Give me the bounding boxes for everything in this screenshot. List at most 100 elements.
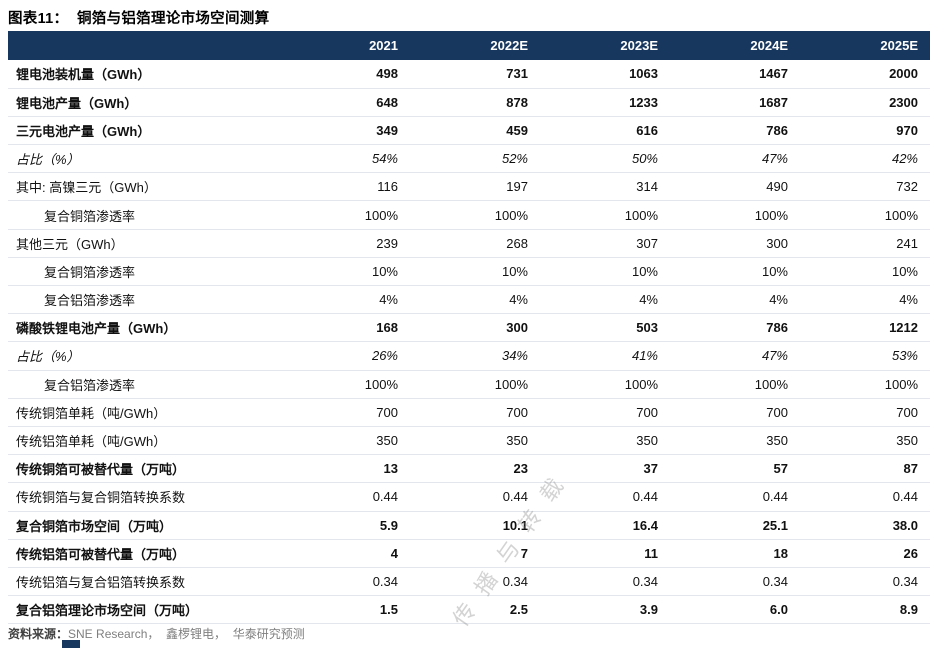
cell-value: 7 (410, 539, 540, 568)
header-col-2024E: 2024E (670, 31, 800, 60)
cell-value: 1212 (800, 313, 930, 343)
cell-value: 38.0 (800, 511, 930, 540)
table-row: 磷酸铁锂电池产量（GWh） 168 300 503 786 1212 (8, 313, 930, 343)
cell-value: 8.9 (800, 595, 930, 625)
cell-value: 10% (410, 257, 540, 287)
row-label: 锂电池装机量（GWh） (8, 60, 280, 89)
header-col-2025E: 2025E (800, 31, 930, 60)
cell-value: 0.44 (800, 482, 930, 512)
cell-value: 307 (540, 229, 670, 258)
table-row: 占比（%） 26% 34% 41% 47% 53% (8, 341, 930, 371)
table-row: 锂电池产量（GWh） 648 878 1233 1687 2300 (8, 88, 930, 117)
table-row: 传统铜箔单耗（吨/GWh） 700 700 700 700 700 (8, 398, 930, 427)
cell-value: 1063 (540, 60, 670, 89)
table-row: 传统铝箔可被替代量（万吨） 4 7 11 18 26 (8, 539, 930, 568)
header-col-2023E: 2023E (540, 31, 670, 60)
row-label: 传统铝箔与复合铝箔转换系数 (8, 567, 280, 597)
row-label: 传统铝箔可被替代量（万吨） (8, 539, 280, 568)
cell-value: 490 (670, 172, 800, 202)
cell-value: 100% (800, 200, 930, 230)
row-label: 复合铝箔理论市场空间（万吨） (8, 595, 280, 625)
row-label: 占比（%） (8, 341, 280, 371)
table-row: 传统铜箔与复合铜箔转换系数 0.44 0.44 0.44 0.44 0.44 (8, 482, 930, 512)
cell-value: 0.44 (410, 482, 540, 512)
row-label: 传统铜箔与复合铜箔转换系数 (8, 482, 280, 512)
cell-value: 26% (280, 341, 410, 371)
cell-value: 0.34 (800, 567, 930, 597)
cell-value: 786 (670, 116, 800, 146)
cell-value: 0.44 (280, 482, 410, 512)
cell-value: 53% (800, 341, 930, 371)
cell-value: 47% (670, 144, 800, 174)
cell-value: 16.4 (540, 511, 670, 540)
cell-value: 498 (280, 60, 410, 89)
cell-value: 4% (410, 285, 540, 315)
source-label: 资料来源： (8, 627, 69, 641)
cell-value: 10% (670, 257, 800, 287)
table-row: 复合铝箔理论市场空间（万吨） 1.5 2.5 3.9 6.0 8.9 (8, 595, 930, 625)
cell-value: 503 (540, 313, 670, 343)
table-row: 复合铝箔渗透率 100% 100% 100% 100% 100% (8, 370, 930, 399)
cell-value: 10% (280, 257, 410, 287)
cell-value: 700 (670, 398, 800, 427)
cell-value: 87 (800, 454, 930, 484)
cell-value: 54% (280, 144, 410, 174)
cell-value: 350 (280, 426, 410, 456)
cell-value: 0.44 (540, 482, 670, 512)
cell-value: 4% (800, 285, 930, 315)
table-row: 传统铝箔与复合铝箔转换系数 0.34 0.34 0.34 0.34 0.34 (8, 567, 930, 597)
cell-value: 52% (410, 144, 540, 174)
source-note: 资料来源：SNE Research， 鑫椤锂电， 华泰研究预测 (8, 625, 305, 642)
figure-title: 图表11： 铜箔与铝箔理论市场空间测算 (8, 11, 270, 27)
cell-value: 100% (670, 370, 800, 399)
bottom-left-bar (62, 640, 80, 648)
cell-value: 700 (410, 398, 540, 427)
cell-value: 241 (800, 229, 930, 258)
table-row: 复合铜箔渗透率 100% 100% 100% 100% 100% (8, 200, 930, 230)
cell-value: 0.34 (670, 567, 800, 597)
cell-value: 41% (540, 341, 670, 371)
cell-value: 350 (800, 426, 930, 456)
cell-value: 25.1 (670, 511, 800, 540)
header-col-2022E: 2022E (410, 31, 540, 60)
cell-value: 1.5 (280, 595, 410, 625)
cell-value: 197 (410, 172, 540, 202)
table-row: 其他三元（GWh） 239 268 307 300 241 (8, 229, 930, 258)
row-label: 复合铝箔渗透率 (8, 370, 280, 399)
table-row: 传统铝箔单耗（吨/GWh） 350 350 350 350 350 (8, 426, 930, 456)
row-label: 其他三元（GWh） (8, 229, 280, 258)
cell-value: 1233 (540, 88, 670, 117)
cell-value: 116 (280, 172, 410, 202)
row-label: 复合铝箔渗透率 (8, 285, 280, 315)
cell-value: 42% (800, 144, 930, 174)
table-row: 复合铝箔渗透率 4% 4% 4% 4% 4% (8, 285, 930, 315)
cell-value: 5.9 (280, 511, 410, 540)
cell-value: 168 (280, 313, 410, 343)
cell-value: 23 (410, 454, 540, 484)
cell-value: 349 (280, 116, 410, 146)
table-row: 传统铜箔可被替代量（万吨） 13 23 37 57 87 (8, 454, 930, 484)
cell-value: 2300 (800, 88, 930, 117)
row-label: 传统铜箔可被替代量（万吨） (8, 454, 280, 484)
table-row: 其中: 高镍三元（GWh） 116 197 314 490 732 (8, 172, 930, 202)
table-row: 三元电池产量（GWh） 349 459 616 786 970 (8, 116, 930, 146)
cell-value: 300 (670, 229, 800, 258)
cell-value: 3.9 (540, 595, 670, 625)
cell-value: 100% (670, 200, 800, 230)
table-header-row: 2021 2022E 2023E 2024E 2025E (8, 31, 930, 60)
cell-value: 300 (410, 313, 540, 343)
cell-value: 786 (670, 313, 800, 343)
cell-value: 0.34 (410, 567, 540, 597)
row-label: 磷酸铁锂电池产量（GWh） (8, 313, 280, 343)
cell-value: 100% (800, 370, 930, 399)
cell-value: 970 (800, 116, 930, 146)
cell-value: 34% (410, 341, 540, 371)
cell-value: 6.0 (670, 595, 800, 625)
row-label: 三元电池产量（GWh） (8, 116, 280, 146)
cell-value: 350 (670, 426, 800, 456)
cell-value: 10% (540, 257, 670, 287)
cell-value: 100% (280, 370, 410, 399)
cell-value: 11 (540, 539, 670, 568)
cell-value: 100% (540, 200, 670, 230)
